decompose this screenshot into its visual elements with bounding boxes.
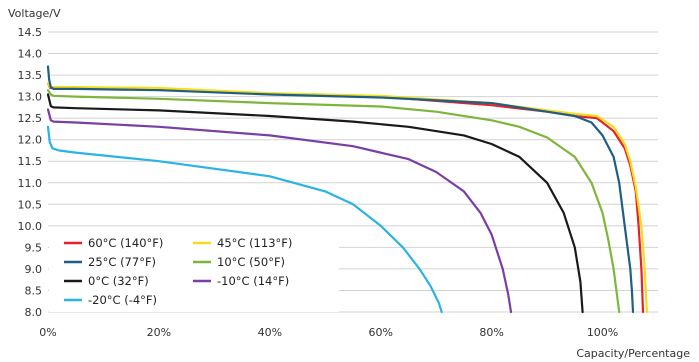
x-axis-title: Capacity/Percentage xyxy=(576,347,690,360)
series-line-0-c-32-f xyxy=(46,93,584,314)
legend-label: 10°C (50°F) xyxy=(217,255,285,269)
y-tick-label: 10.5 xyxy=(18,198,43,211)
y-tick-label: 14.0 xyxy=(18,48,43,61)
series-line-45-c-113-f xyxy=(46,82,649,314)
y-tick-label: 14.5 xyxy=(18,26,43,39)
legend-label: -10°C (14°F) xyxy=(217,274,289,288)
series-lines xyxy=(46,65,649,314)
y-axis-ticks: 8.0 8.5 9.0 9.5 10.0 10.5 11.0 11.5 12.0 12.5 13.0… xyxy=(18,26,43,319)
series-line-25-c-77-f xyxy=(46,65,635,314)
x-tick-label: 80% xyxy=(479,326,503,339)
y-tick-label: 11.5 xyxy=(18,155,43,168)
x-tick-label: 0% xyxy=(39,326,56,339)
y-tick-label: 12.5 xyxy=(18,112,43,125)
legend: 60°C (140°F) 45°C (113°F) 25°C (77°F) 10°C … xyxy=(64,236,292,307)
y-tick-label: 9.0 xyxy=(25,263,43,276)
legend-label: -20°C (-4°F) xyxy=(88,293,157,307)
x-tick-label: 40% xyxy=(258,326,282,339)
y-tick-label: 8.5 xyxy=(25,284,43,297)
legend-label: 0°C (32°F) xyxy=(88,274,149,288)
x-axis-ticks: 0% 20% 40% 60% 80% 100% xyxy=(39,326,618,339)
y-tick-label: 10.0 xyxy=(18,220,43,233)
y-axis-title: Voltage/V xyxy=(8,7,61,20)
y-tick-label: 11.0 xyxy=(18,177,43,190)
legend-label: 25°C (77°F) xyxy=(88,255,156,269)
x-tick-label: 20% xyxy=(147,326,171,339)
y-tick-label: 12.0 xyxy=(18,134,43,147)
legend-label: 45°C (113°F) xyxy=(217,236,292,250)
series-line-10-c-14-f xyxy=(46,108,513,314)
x-tick-label: 60% xyxy=(369,326,393,339)
legend-label: 60°C (140°F) xyxy=(88,236,163,250)
y-tick-label: 8.0 xyxy=(25,306,43,319)
y-tick-label: 13.5 xyxy=(18,69,43,82)
series-line-20-c-4-f xyxy=(46,125,443,314)
x-tick-label: 100% xyxy=(587,326,618,339)
y-tick-label: 13.0 xyxy=(18,91,43,104)
y-tick-label: 9.5 xyxy=(25,241,43,254)
series-line-10-c-50-f xyxy=(46,89,621,314)
